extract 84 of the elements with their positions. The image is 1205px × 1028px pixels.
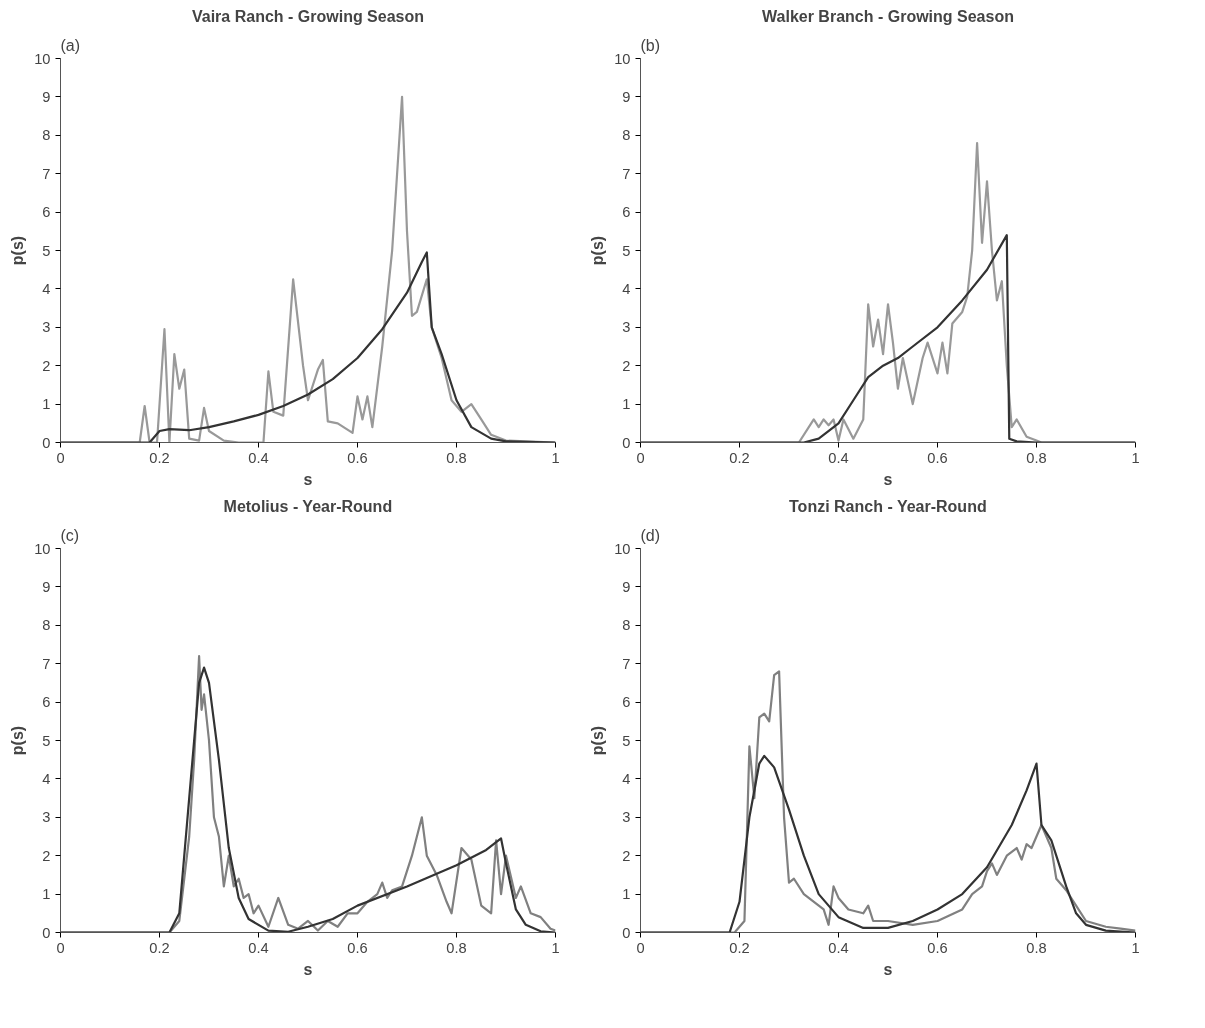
- y-tick-label: 1: [42, 886, 51, 903]
- y-tick-label: 0: [622, 924, 631, 941]
- x-axis-title: s: [303, 470, 313, 488]
- y-tick-label: 8: [622, 617, 631, 634]
- y-tick-label: 0: [622, 434, 631, 451]
- y-tick-label: 4: [42, 770, 51, 787]
- x-tick-label: 0: [56, 449, 65, 466]
- y-tick-label: 6: [42, 694, 51, 711]
- y-tick-label: 5: [622, 242, 631, 259]
- y-tick-label: 5: [42, 242, 51, 259]
- x-tick-label: 0.2: [149, 449, 170, 466]
- x-axis-title: s: [883, 470, 893, 488]
- y-tick-label: 9: [42, 88, 51, 105]
- chart-title: Tonzi Ranch - Year-Round: [789, 497, 987, 515]
- y-tick-label: 9: [622, 578, 631, 595]
- y-tick-label: 1: [622, 396, 631, 413]
- y-tick-label: 8: [42, 617, 51, 634]
- y-tick-label: 4: [622, 770, 631, 787]
- y-tick-label: 7: [42, 655, 51, 672]
- y-axis-title: p(s): [9, 725, 27, 756]
- x-tick-label: 0.8: [446, 939, 467, 956]
- y-tick-label: 3: [42, 319, 51, 336]
- y-tick-label: 1: [622, 886, 631, 903]
- x-axis-title: s: [883, 960, 893, 978]
- y-tick-label: 4: [42, 280, 51, 297]
- y-tick-label: 2: [42, 357, 51, 374]
- y-tick-label: 8: [622, 127, 631, 144]
- y-tick-label: 10: [614, 540, 631, 557]
- x-tick-label: 0.4: [248, 449, 269, 466]
- y-tick-label: 2: [42, 847, 51, 864]
- text: (d): [640, 526, 661, 544]
- y-axis-title: p(s): [589, 725, 607, 756]
- y-tick-label: 3: [622, 809, 631, 826]
- y-tick-label: 6: [622, 694, 631, 711]
- y-tick-label: 10: [34, 50, 51, 67]
- text: (c): [60, 526, 80, 544]
- x-tick-label: 0.6: [927, 939, 948, 956]
- x-tick-label: 0.2: [729, 939, 750, 956]
- chart-title: Metolius - Year-Round: [223, 497, 393, 515]
- y-axis-title: p(s): [589, 235, 607, 266]
- text: (b): [640, 36, 661, 54]
- x-tick-label: 1: [551, 449, 560, 466]
- y-tick-label: 6: [42, 204, 51, 221]
- y-tick-label: 6: [622, 204, 631, 221]
- y-tick-label: 1: [42, 396, 51, 413]
- y-tick-label: 7: [622, 655, 631, 672]
- chart-title: Walker Branch - Growing Season: [762, 7, 1014, 25]
- x-tick-label: 0.8: [1026, 449, 1047, 466]
- chart-title: Vaira Ranch - Growing Season: [191, 7, 425, 25]
- x-tick-label: 0.6: [347, 449, 368, 466]
- y-tick-label: 8: [42, 127, 51, 144]
- y-tick-label: 4: [622, 280, 631, 297]
- y-tick-label: 9: [622, 88, 631, 105]
- x-tick-label: 0.6: [347, 939, 368, 956]
- x-tick-label: 0.4: [828, 939, 849, 956]
- y-tick-label: 10: [34, 540, 51, 557]
- x-tick-label: 0: [636, 449, 645, 466]
- x-tick-label: 0.2: [149, 939, 170, 956]
- y-tick-label: 10: [614, 50, 631, 67]
- y-tick-label: 7: [42, 165, 51, 182]
- text: (a): [60, 36, 81, 54]
- y-tick-label: 2: [622, 357, 631, 374]
- x-tick-label: 0.8: [446, 449, 467, 466]
- y-tick-label: 3: [622, 319, 631, 336]
- x-tick-label: 0.2: [729, 449, 750, 466]
- x-tick-label: 0.4: [248, 939, 269, 956]
- x-tick-label: 0.4: [828, 449, 849, 466]
- x-tick-label: 1: [1131, 939, 1140, 956]
- y-tick-label: 2: [622, 847, 631, 864]
- y-tick-label: 5: [622, 732, 631, 749]
- y-axis-title: p(s): [9, 235, 27, 266]
- y-tick-label: 5: [42, 732, 51, 749]
- x-tick-label: 1: [551, 939, 560, 956]
- x-tick-label: 0.6: [927, 449, 948, 466]
- y-tick-label: 0: [42, 924, 51, 941]
- x-axis-title: s: [303, 960, 313, 978]
- x-tick-label: 0: [636, 939, 645, 956]
- y-tick-label: 0: [42, 434, 51, 451]
- x-tick-label: 1: [1131, 449, 1140, 466]
- y-tick-label: 7: [622, 165, 631, 182]
- y-tick-label: 3: [42, 809, 51, 826]
- y-tick-label: 9: [42, 578, 51, 595]
- x-tick-label: 0.8: [1026, 939, 1047, 956]
- x-tick-label: 0: [56, 939, 65, 956]
